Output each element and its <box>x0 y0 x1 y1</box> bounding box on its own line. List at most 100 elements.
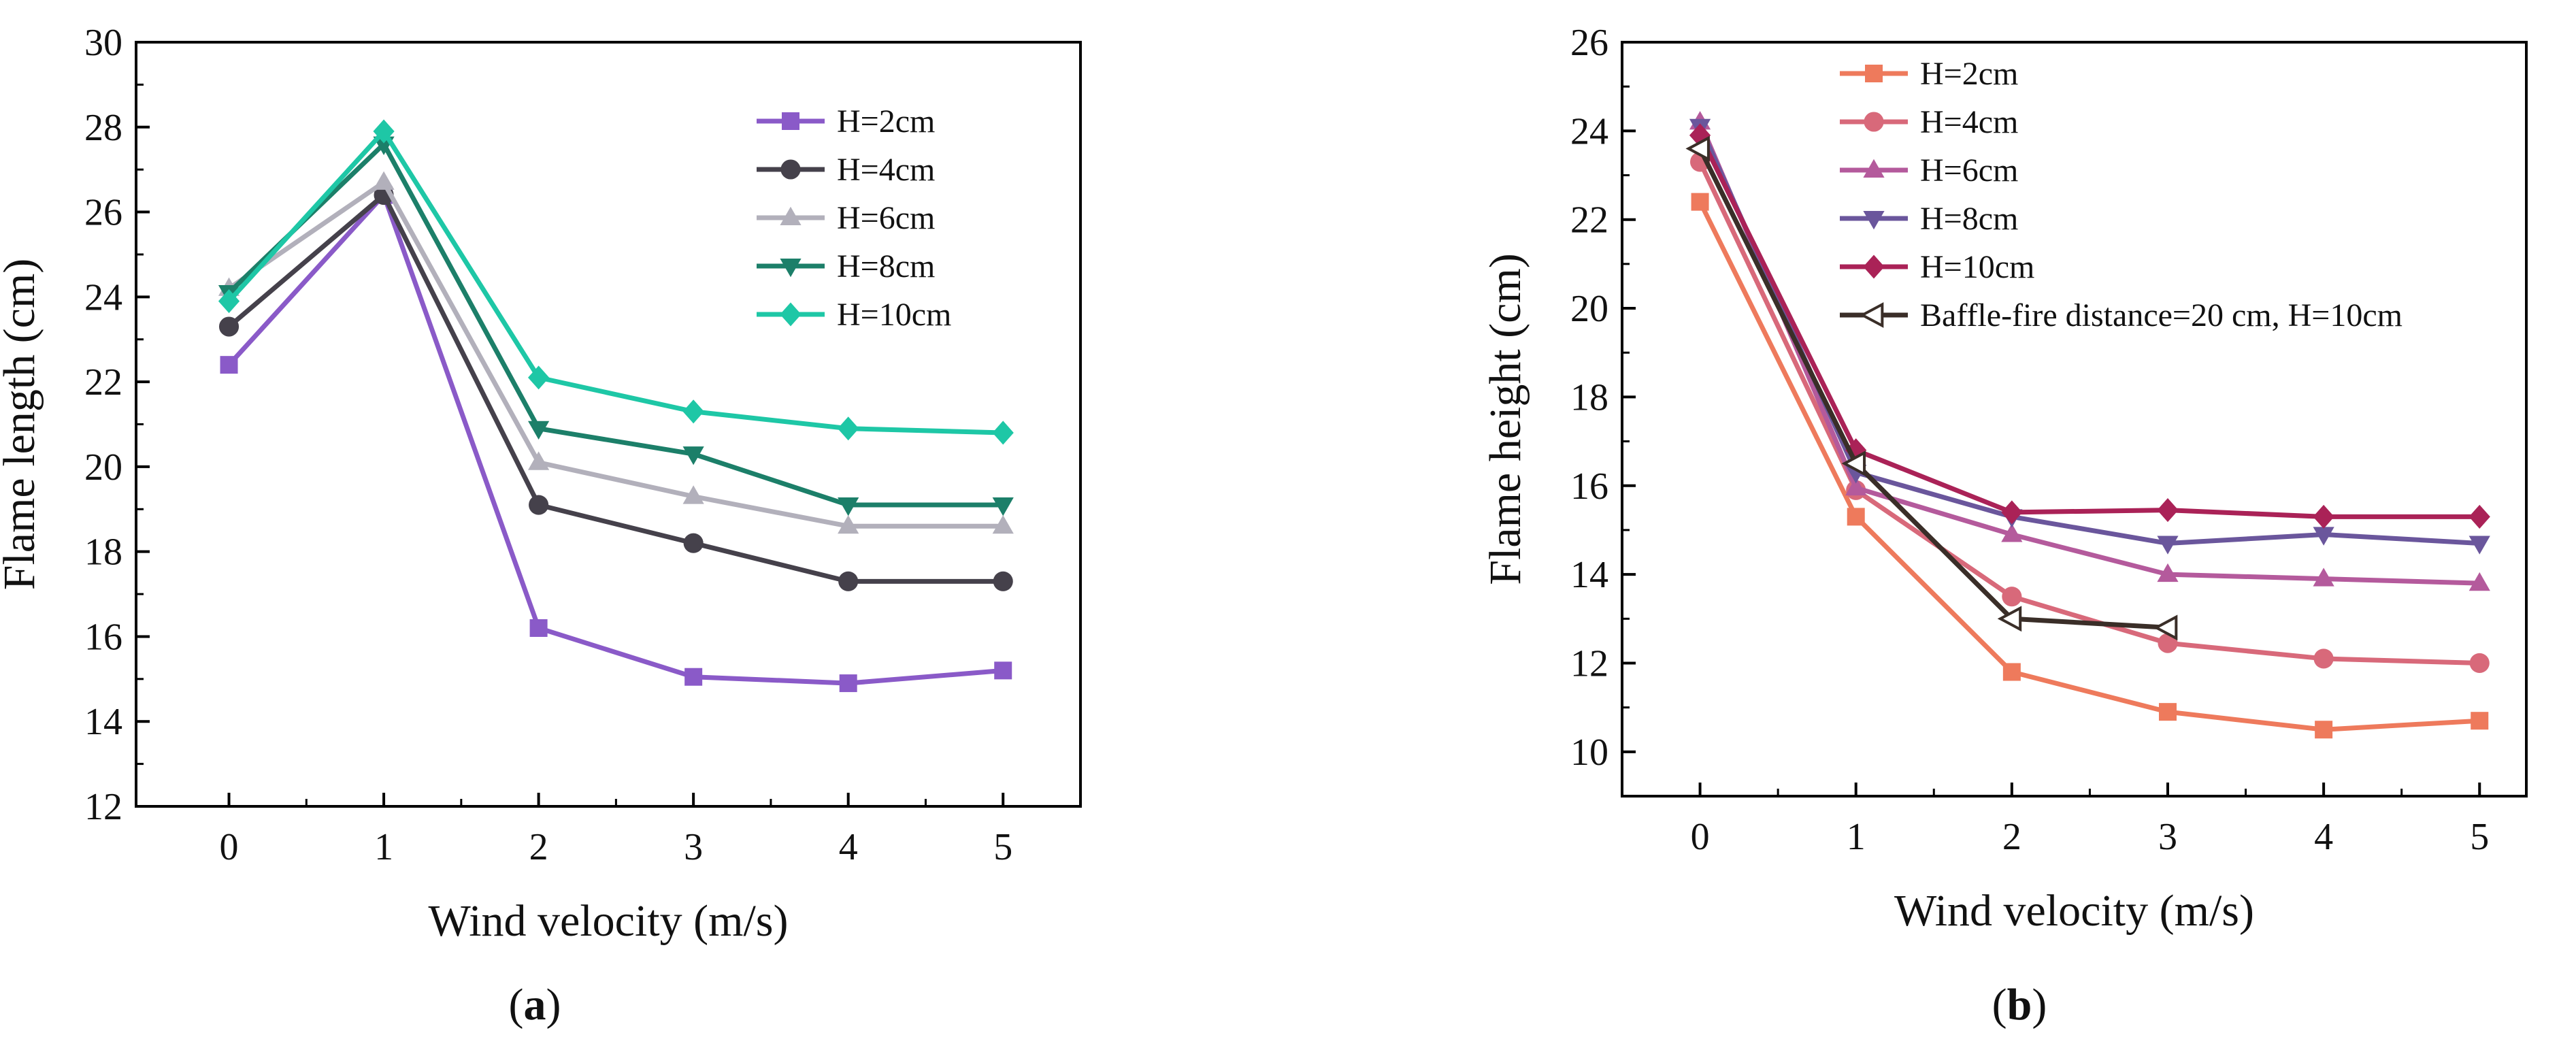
data-point <box>529 619 548 637</box>
legend-label: H=2cm <box>1920 56 2018 92</box>
y-tick-label: 14 <box>1570 554 1608 596</box>
data-point <box>220 356 238 374</box>
data-point <box>682 399 704 424</box>
data-point <box>992 514 1014 534</box>
data-point <box>1841 450 1866 477</box>
data-point <box>993 571 1013 591</box>
series-line-5 <box>1698 134 2480 519</box>
legend-marker <box>1863 159 1885 178</box>
legend-marker <box>780 159 801 180</box>
legend-label: H=10cm <box>837 297 951 333</box>
data-point <box>2158 633 2178 653</box>
y-tick-label: 10 <box>1570 732 1608 774</box>
data-point <box>839 674 857 693</box>
y-tick-label: 20 <box>84 446 122 489</box>
data-point <box>2468 572 2490 591</box>
y-tick-label: 26 <box>1570 22 1608 64</box>
x-tick-label: 0 <box>1691 816 1710 858</box>
data-point <box>838 497 859 516</box>
series-line-1 <box>227 193 1004 686</box>
y-axis-title: Flame height (cm) <box>1481 253 1530 585</box>
data-point <box>528 451 550 470</box>
x-tick-label: 4 <box>2314 816 2333 858</box>
data-point <box>682 485 704 504</box>
data-point <box>1685 135 1710 162</box>
legend-marker <box>1864 112 1884 132</box>
y-tick-label: 22 <box>1570 199 1608 242</box>
legend-label: H=4cm <box>1920 104 2018 140</box>
data-point <box>1845 476 1867 496</box>
x-axis-title: Wind velocity (m/s) <box>429 896 789 946</box>
data-point <box>2471 712 2489 730</box>
y-axis-title: Flame length (cm) <box>0 259 44 591</box>
y-tick-label: 24 <box>1570 110 1608 152</box>
data-point <box>218 316 240 337</box>
legend-marker <box>780 206 802 226</box>
legend-marker <box>782 112 799 130</box>
legend-marker <box>1865 65 1883 82</box>
legend-label: H=2cm <box>837 103 935 139</box>
series-line-2 <box>227 193 1004 584</box>
x-tick-label: 1 <box>1847 816 1866 858</box>
y-tick-label: 18 <box>1570 376 1608 418</box>
data-point <box>2002 587 2022 607</box>
data-point <box>373 171 395 190</box>
data-point <box>1997 606 2022 632</box>
series-line-2 <box>1698 161 2480 665</box>
series-line-1 <box>1698 201 2480 732</box>
data-point <box>2158 703 2177 721</box>
data-point <box>2313 648 2334 669</box>
legend-label: H=4cm <box>837 152 935 188</box>
x-tick-label: 4 <box>839 826 858 868</box>
legend-marker <box>1859 302 1884 328</box>
legend-label: H=8cm <box>1920 201 2018 237</box>
plot-frame <box>135 41 1082 808</box>
data-point <box>528 365 550 390</box>
y-tick-label: 16 <box>84 616 122 658</box>
series-line-6 <box>1698 147 2168 630</box>
x-tick-label: 2 <box>529 826 548 868</box>
x-tick-label: 1 <box>374 826 393 868</box>
y-tick-label: 12 <box>1570 642 1608 685</box>
data-point <box>2157 536 2179 555</box>
series-line-4 <box>1698 125 2480 546</box>
data-point <box>1847 508 1865 526</box>
data-point <box>994 661 1012 680</box>
data-point <box>2468 536 2490 555</box>
data-point <box>2153 614 2178 641</box>
x-tick-label: 2 <box>2002 816 2021 858</box>
plot-frame <box>1621 41 2528 798</box>
legend-label: H=6cm <box>837 200 935 236</box>
series-line-3 <box>1698 120 2480 586</box>
y-tick-label: 28 <box>84 107 122 149</box>
y-tick-label: 26 <box>84 192 122 234</box>
data-point <box>373 119 395 144</box>
legend-marker <box>780 258 802 278</box>
panel-caption-a: (a) <box>509 980 561 1030</box>
legend-label: H=8cm <box>837 248 935 284</box>
data-point <box>2157 563 2179 582</box>
data-point <box>2001 523 2023 542</box>
y-tick-label: 30 <box>84 22 122 64</box>
legend-label: H=10cm <box>1920 249 2034 285</box>
data-point <box>2313 527 2334 546</box>
data-point <box>529 495 549 515</box>
data-point <box>2002 663 2021 681</box>
legend-marker <box>1863 210 1885 230</box>
x-tick-label: 0 <box>220 826 239 868</box>
data-point <box>2468 504 2490 529</box>
data-point <box>684 668 703 686</box>
data-point <box>992 497 1014 516</box>
data-point <box>2313 504 2334 529</box>
x-tick-label: 3 <box>684 826 703 868</box>
x-tick-label: 5 <box>2470 816 2489 858</box>
y-tick-label: 20 <box>1570 288 1608 330</box>
y-tick-label: 16 <box>1570 465 1608 508</box>
data-point <box>2313 568 2334 587</box>
data-point <box>683 533 704 553</box>
legend-marker <box>1863 254 1885 279</box>
data-point <box>218 289 240 314</box>
series-line-4 <box>227 142 1004 508</box>
